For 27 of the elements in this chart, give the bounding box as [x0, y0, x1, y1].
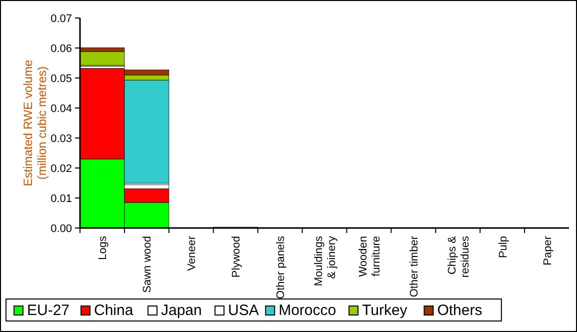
x-tick-label: Other timber — [408, 236, 420, 298]
x-tick-label: Pulp — [497, 236, 510, 258]
y-tick-label: 0.04 — [50, 102, 72, 115]
y-tick-label: 0.03 — [50, 132, 72, 145]
y-tick-label: 0.05 — [50, 72, 72, 85]
x-tick-label: Other panels — [275, 236, 288, 299]
y-axis-title: Estimated RWE volume (million cubic metres) — [21, 59, 49, 186]
y-tick-label: 0.00 — [50, 222, 72, 235]
y-tick-label: 0.07 — [50, 12, 72, 25]
legend-label: Japan — [161, 302, 202, 319]
legend-label: China — [94, 302, 134, 319]
x-tick-label: Chips & residues — [446, 235, 472, 278]
legend-label: EU-27 — [27, 302, 70, 319]
legend-label: USA — [228, 302, 259, 319]
x-tick-label: Mouldings & joinery — [313, 236, 338, 286]
y-tick-label: 0.06 — [50, 42, 72, 55]
legend-label: Others — [437, 302, 482, 319]
x-tick-label: Paper — [542, 236, 554, 266]
x-tick-label: Plywood — [230, 236, 243, 278]
x-tick-label: Sawn wood — [142, 236, 154, 293]
legend-label: Turkey — [362, 302, 408, 319]
y-tick-label: 0.01 — [50, 192, 72, 205]
legend-label: Morocco — [278, 302, 336, 319]
y-tick-label: 0.02 — [50, 162, 72, 175]
x-tick-label: Wooden furniture — [357, 236, 382, 277]
x-tick-label: Veneer — [186, 236, 198, 271]
x-tick-label: Logs — [97, 236, 110, 260]
